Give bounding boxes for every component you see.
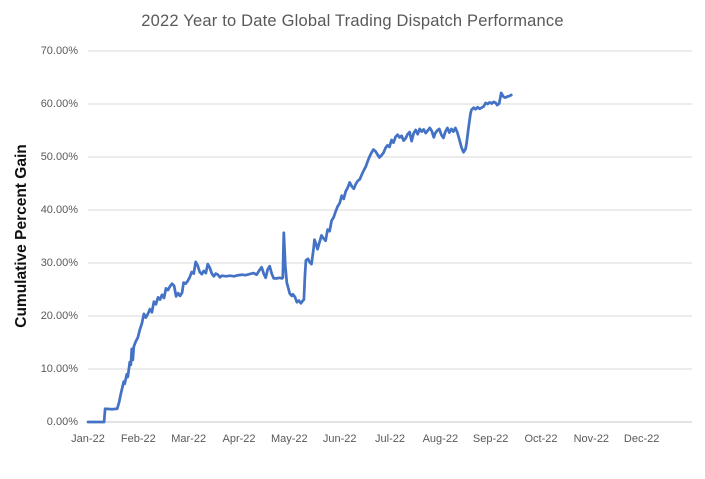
y-tick-label: 70.00%: [40, 45, 78, 57]
y-tick-label: 30.00%: [40, 257, 78, 269]
y-tick-label: 50.00%: [40, 151, 78, 163]
x-tick-label: Apr-22: [222, 433, 256, 445]
x-tick-label: Jun-22: [322, 433, 357, 445]
x-tick-label: Feb-22: [120, 433, 156, 445]
x-tick-label: Jul-22: [375, 433, 405, 445]
y-tick-label: 10.00%: [40, 363, 78, 375]
x-tick-label: Sep-22: [472, 433, 509, 445]
x-tick-label: Nov-22: [573, 433, 610, 445]
x-tick-label: Dec-22: [623, 433, 660, 445]
x-tick-label: Aug-22: [422, 433, 459, 445]
performance-line: [86, 91, 513, 424]
y-axis-title: Cumulative Percent Gain: [13, 144, 30, 328]
x-tick-label: Jan-22: [71, 433, 105, 445]
y-tick-label: 20.00%: [40, 310, 78, 322]
y-tick-label: 40.00%: [40, 204, 78, 216]
x-tick-label: May-22: [270, 433, 308, 445]
chart-title: 2022 Year to Date Global Trading Dispatc…: [141, 12, 564, 30]
y-tick-label: 0.00%: [46, 416, 78, 428]
y-tick-label: 60.00%: [40, 98, 78, 110]
x-tick-label: Oct-22: [524, 433, 558, 445]
x-tick-label: Mar-22: [171, 433, 207, 445]
gridlines: [88, 50, 692, 423]
